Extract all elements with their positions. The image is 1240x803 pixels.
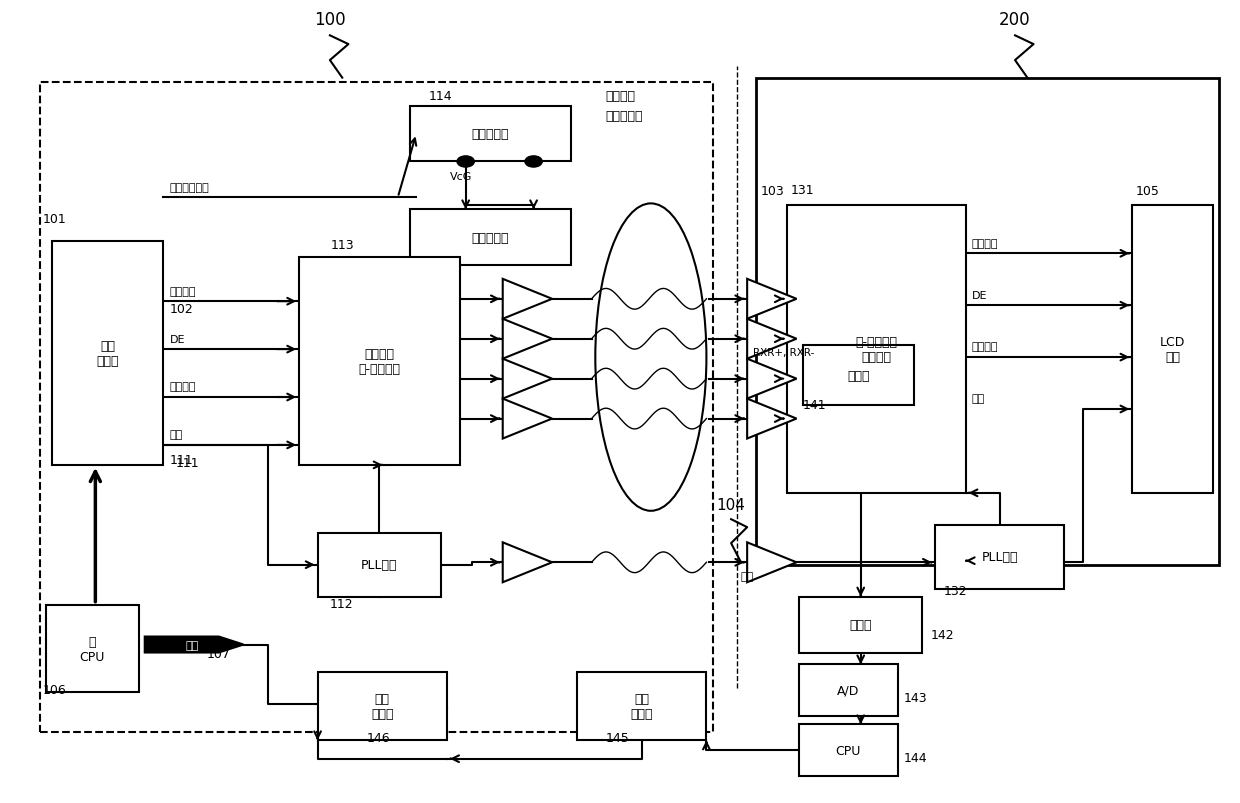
FancyBboxPatch shape (799, 665, 898, 716)
Text: 图形
控制器: 图形 控制器 (97, 340, 119, 368)
Text: PLL电路: PLL电路 (981, 551, 1018, 564)
Polygon shape (145, 637, 243, 653)
FancyBboxPatch shape (410, 210, 570, 266)
Polygon shape (502, 543, 552, 582)
Text: PLL电路: PLL电路 (361, 558, 398, 572)
FancyBboxPatch shape (410, 107, 570, 162)
Text: 111: 111 (176, 456, 200, 469)
Text: 解调器: 解调器 (849, 618, 872, 631)
Text: 100: 100 (314, 11, 346, 29)
Text: 线路
接收器: 线路 接收器 (371, 692, 393, 720)
Text: 131: 131 (790, 184, 813, 197)
Text: 控制信号: 控制信号 (972, 342, 998, 352)
Text: 幅度控制信号: 幅度控制信号 (170, 182, 210, 193)
Polygon shape (748, 359, 796, 399)
Text: 106: 106 (42, 683, 66, 696)
Text: 142: 142 (931, 628, 955, 641)
Text: 104: 104 (717, 497, 745, 512)
Text: 146: 146 (367, 732, 391, 744)
Text: VcG: VcG (450, 172, 472, 182)
Text: 113: 113 (331, 238, 355, 251)
FancyBboxPatch shape (802, 345, 914, 406)
Text: 132: 132 (944, 584, 967, 597)
Circle shape (525, 157, 542, 168)
Text: 控制信号: 控制信号 (170, 382, 196, 392)
Text: DE: DE (170, 334, 185, 344)
Text: CPU: CPU (836, 744, 861, 757)
Text: 图像数据: 图像数据 (170, 286, 196, 296)
Text: RXR+, RXR-: RXR+, RXR- (754, 348, 815, 357)
Text: 111: 111 (170, 454, 193, 467)
FancyBboxPatch shape (935, 525, 1064, 589)
Text: 图像数据: 图像数据 (972, 238, 998, 248)
FancyBboxPatch shape (577, 673, 707, 740)
Circle shape (458, 157, 475, 168)
Text: 200: 200 (999, 11, 1030, 29)
Text: 和控制信号: 和控制信号 (605, 109, 642, 122)
Text: 耦合器: 耦合器 (847, 369, 869, 382)
Text: 线路
驱动器: 线路 驱动器 (630, 692, 652, 720)
FancyBboxPatch shape (799, 597, 923, 653)
Text: 101: 101 (42, 213, 66, 226)
FancyBboxPatch shape (46, 605, 139, 692)
Polygon shape (502, 399, 552, 439)
Polygon shape (502, 279, 552, 320)
Text: 144: 144 (904, 752, 928, 764)
Text: 图像数据: 图像数据 (605, 89, 635, 103)
Polygon shape (748, 320, 796, 359)
Ellipse shape (595, 204, 707, 512)
Text: 时钟: 时钟 (170, 430, 182, 440)
Text: 时钟: 时钟 (742, 571, 754, 581)
Text: 幅度控制器: 幅度控制器 (471, 128, 510, 141)
FancyBboxPatch shape (52, 242, 164, 465)
Text: 114: 114 (429, 89, 453, 103)
FancyBboxPatch shape (299, 258, 460, 465)
Text: 107: 107 (207, 648, 231, 661)
Text: 编码器和
并-串转换器: 编码器和 并-串转换器 (358, 348, 401, 376)
Polygon shape (502, 320, 552, 359)
Polygon shape (748, 279, 796, 320)
Text: 主
CPU: 主 CPU (79, 634, 105, 662)
Text: 串-并转换器
和解码器: 串-并转换器 和解码器 (856, 336, 898, 364)
FancyBboxPatch shape (317, 533, 441, 597)
Text: 143: 143 (904, 691, 928, 704)
Text: 总线: 总线 (185, 640, 198, 650)
Text: A/D: A/D (837, 684, 859, 697)
Polygon shape (748, 399, 796, 439)
FancyBboxPatch shape (317, 673, 448, 740)
FancyBboxPatch shape (786, 206, 966, 493)
Text: 时钟: 时钟 (972, 394, 985, 404)
Text: 103: 103 (760, 185, 785, 198)
Text: 112: 112 (330, 597, 353, 610)
Text: 141: 141 (802, 398, 826, 411)
Text: 幅度控制器: 幅度控制器 (471, 231, 510, 245)
Polygon shape (748, 543, 796, 582)
Text: LCD
面板: LCD 面板 (1159, 336, 1185, 364)
Text: 145: 145 (605, 732, 630, 744)
Text: DE: DE (972, 290, 987, 300)
Text: 102: 102 (170, 303, 193, 316)
FancyBboxPatch shape (799, 724, 898, 777)
Text: 105: 105 (1136, 185, 1159, 198)
FancyBboxPatch shape (1132, 206, 1213, 493)
Polygon shape (502, 359, 552, 399)
